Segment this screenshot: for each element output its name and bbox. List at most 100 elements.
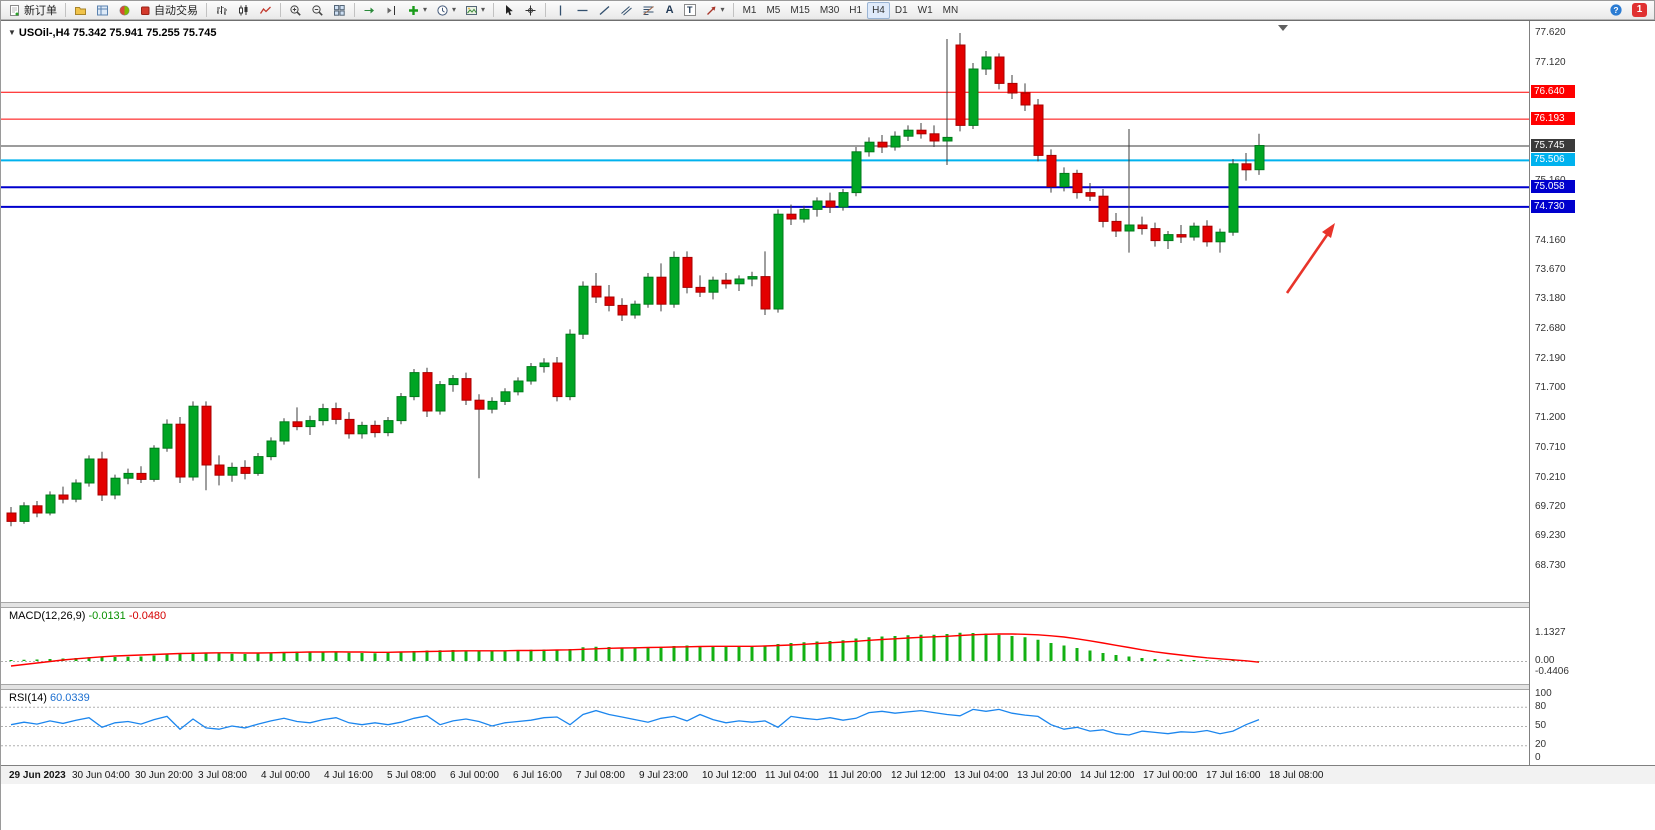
timeframe-h4[interactable]: H4 [867, 1, 890, 19]
timeframe-d1[interactable]: D1 [894, 4, 908, 16]
trend-arrow-head[interactable] [1322, 223, 1335, 238]
macd-indicator-label: MACD(12,26,9) -0.0131 -0.0480 [9, 610, 166, 622]
price-axis-label: 70.710 [1535, 441, 1566, 453]
help-icon: ? [1610, 4, 1622, 16]
candle [435, 384, 446, 412]
price-axis-label: 77.620 [1535, 27, 1566, 38]
candle [942, 136, 953, 142]
new-order-label: 新订单 [24, 5, 57, 17]
price-axis-label: 71.700 [1535, 382, 1566, 394]
chevron-down-icon: ▾ [481, 5, 486, 14]
candle [175, 423, 186, 478]
candle [1189, 225, 1200, 238]
crosshair-button[interactable] [520, 2, 541, 19]
candle [201, 405, 212, 466]
line-chart-button[interactable] [255, 2, 276, 19]
help-button[interactable]: ? [1605, 2, 1627, 19]
candle [838, 192, 849, 208]
candle [110, 477, 121, 496]
horizontal-line-button[interactable] [572, 2, 593, 19]
data-window-button[interactable] [114, 2, 135, 19]
candle [344, 418, 355, 435]
candle [1215, 231, 1226, 243]
zoom-out-icon [312, 4, 323, 16]
candle [669, 256, 680, 305]
market-watch-button[interactable] [92, 2, 113, 19]
timeframe-m30[interactable]: M30 [819, 4, 840, 16]
zoom-in-button[interactable] [285, 2, 306, 19]
templates-button[interactable]: ▾ [461, 2, 489, 19]
candle [955, 44, 966, 126]
candle [760, 276, 771, 310]
chevron-down-icon: ▾ [423, 5, 428, 14]
collapse-arrow-icon[interactable]: ▼ [8, 28, 16, 37]
candlestick-chart-button[interactable] [233, 2, 254, 19]
timeframe-mn[interactable]: MN [942, 4, 959, 16]
rsi-indicator-label: RSI(14) 60.0339 [9, 692, 90, 704]
notification-badge[interactable]: 1 [1632, 3, 1647, 17]
profiles-button[interactable] [70, 2, 91, 19]
bar-chart-button[interactable] [211, 2, 232, 19]
tile-windows-button[interactable] [329, 2, 350, 19]
toolbar-separator [545, 3, 547, 17]
candle [1098, 195, 1109, 222]
timeframe-m15[interactable]: M15 [790, 4, 810, 16]
chart-canvas[interactable] [1, 21, 1655, 765]
candle [448, 378, 459, 386]
candle [1046, 154, 1057, 188]
timeframe-m5[interactable]: M5 [766, 4, 781, 16]
vertical-line-button[interactable] [550, 2, 571, 19]
panel-splitter-macd-rsi[interactable] [1, 684, 1655, 690]
candle [474, 399, 485, 410]
candle [578, 285, 589, 335]
time-axis-label: 29 Jun 2023 [9, 770, 66, 781]
timeframe-w1[interactable]: W1 [917, 4, 933, 16]
candle [58, 494, 69, 500]
candle [825, 200, 836, 208]
candle [383, 420, 394, 434]
candle [149, 447, 160, 480]
zoom-out-button[interactable] [307, 2, 328, 19]
timeframe-m1[interactable]: M1 [742, 4, 757, 16]
candle [877, 141, 888, 148]
auto-trading-button[interactable]: 自动交易 [136, 2, 202, 19]
chart-shift-marker[interactable] [1278, 25, 1288, 31]
candle [1137, 224, 1148, 230]
candle [71, 482, 82, 500]
panel-splitter-main-macd[interactable] [1, 602, 1655, 608]
price-line-tag: 75.506 [1531, 153, 1575, 167]
trend-arrow[interactable] [1285, 234, 1329, 294]
cursor-button[interactable] [498, 2, 519, 19]
periods-button[interactable]: ▾ [432, 2, 460, 19]
timeframe-h1[interactable]: H1 [849, 4, 863, 16]
text-button[interactable]: A [660, 2, 679, 19]
chevron-down-icon: ▾ [720, 5, 725, 14]
new-order-button[interactable]: 新订单 [4, 2, 61, 19]
text-label-button[interactable]: T [680, 2, 700, 19]
price-axis[interactable]: 77.62077.12076.14075.16074.66074.16073.6… [1529, 21, 1655, 765]
price-axis-label: 75.160 [1535, 175, 1566, 186]
profiles-icon [75, 6, 86, 15]
candle [591, 285, 602, 298]
candle [279, 421, 290, 442]
candle [604, 296, 615, 306]
time-axis[interactable]: 29 Jun 2023 30 Jun 04:00 30 Jun 20:00 3 Jul… [1, 765, 1655, 784]
auto-scroll-button[interactable] [359, 2, 380, 19]
time-axis-label: 14 Jul 12:00 [1080, 770, 1135, 781]
trendline-button[interactable] [594, 2, 615, 19]
text-label-icon: T [684, 4, 696, 16]
vertical-line-icon [559, 5, 562, 15]
chart-shift-button[interactable] [381, 2, 402, 19]
candle [45, 494, 56, 514]
time-axis-label: 7 Jul 08:00 [576, 770, 625, 781]
time-axis-label: 6 Jul 16:00 [513, 770, 562, 781]
fibonacci-button[interactable] [638, 2, 659, 19]
candle [1072, 172, 1083, 194]
arrows-button[interactable]: ▾ [701, 2, 729, 19]
indicators-button[interactable]: ▾ [403, 2, 431, 19]
periods-icon [437, 4, 448, 16]
price-line-tag: 75.058 [1531, 180, 1575, 194]
chart-title-overlay: ▼ USOil-,H4 75.342 75.941 75.255 75.745 [8, 27, 216, 39]
equidistant-channel-button[interactable] [616, 2, 637, 19]
candle [240, 466, 251, 474]
